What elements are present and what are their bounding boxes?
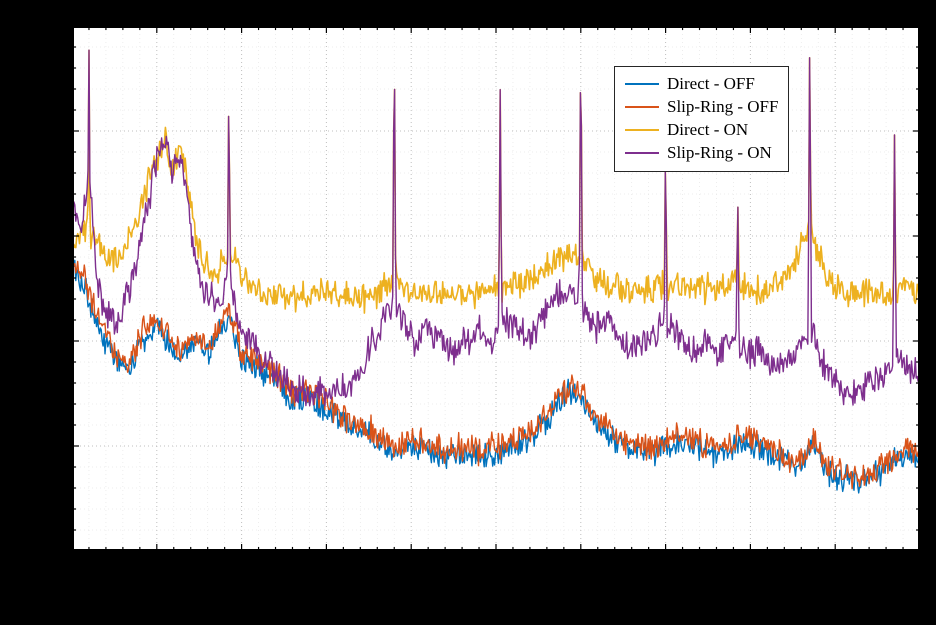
legend-item-slipring-on: Slip-Ring - ON <box>625 142 778 165</box>
series-slipring-on <box>72 50 920 406</box>
plot-area: Direct - OFFSlip-Ring - OFFDirect - ONSl… <box>72 26 920 551</box>
legend-label-slipring-off: Slip-Ring - OFF <box>667 96 778 119</box>
legend-item-slipring-off: Slip-Ring - OFF <box>625 96 778 119</box>
legend: Direct - OFFSlip-Ring - OFFDirect - ONSl… <box>614 66 789 172</box>
legend-swatch-direct-on <box>625 129 659 131</box>
legend-swatch-direct-off <box>625 83 659 85</box>
plot-canvas <box>72 26 920 551</box>
legend-label-direct-on: Direct - ON <box>667 119 748 142</box>
legend-swatch-slipring-off <box>625 106 659 108</box>
legend-label-direct-off: Direct - OFF <box>667 73 755 96</box>
legend-item-direct-off: Direct - OFF <box>625 73 778 96</box>
legend-swatch-slipring-on <box>625 152 659 154</box>
legend-label-slipring-on: Slip-Ring - ON <box>667 142 772 165</box>
legend-item-direct-on: Direct - ON <box>625 119 778 142</box>
spectrum-chart: Direct - OFFSlip-Ring - OFFDirect - ONSl… <box>0 0 936 625</box>
